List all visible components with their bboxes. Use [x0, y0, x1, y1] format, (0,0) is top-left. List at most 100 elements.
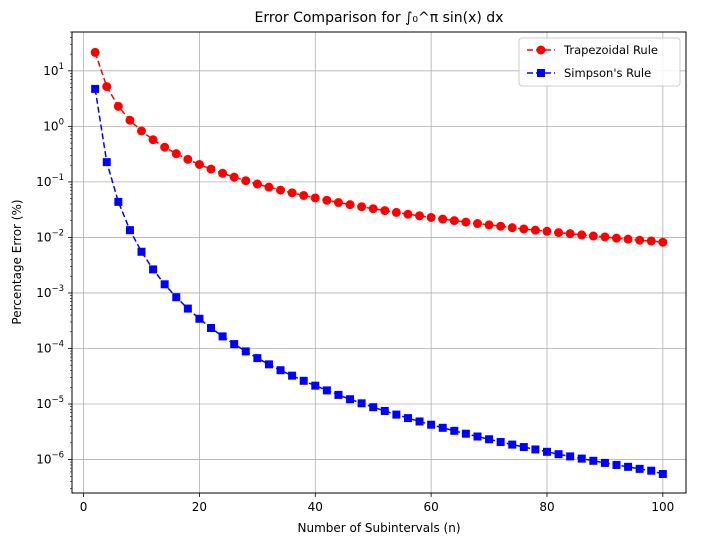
data-point-trapezoidal [426, 212, 436, 222]
data-point-simpson [253, 354, 262, 363]
data-point-simpson [392, 410, 401, 419]
data-point-simpson [114, 197, 123, 206]
data-point-trapezoidal [484, 220, 494, 230]
data-point-simpson [415, 417, 424, 426]
data-point-trapezoidal [507, 223, 517, 233]
data-point-trapezoidal [194, 159, 204, 169]
x-tick-label: 20 [192, 500, 207, 514]
data-point-trapezoidal [472, 219, 482, 229]
data-point-simpson [195, 314, 204, 323]
data-point-simpson [346, 395, 355, 404]
data-point-trapezoidal [611, 233, 621, 243]
data-point-simpson [91, 84, 100, 93]
data-point-trapezoidal [519, 224, 529, 234]
data-point-simpson [102, 158, 111, 167]
data-point-trapezoidal [415, 211, 425, 221]
legend-marker-trapezoidal [536, 45, 546, 55]
x-tick-label: 40 [308, 500, 323, 514]
x-tick-label: 100 [651, 500, 674, 514]
data-point-simpson [288, 371, 297, 380]
y-tick-label: 10−1 [36, 173, 64, 189]
data-point-trapezoidal [310, 193, 320, 203]
data-point-trapezoidal [461, 217, 471, 227]
data-point-trapezoidal [102, 82, 112, 92]
y-tick-label: 10−6 [36, 451, 64, 467]
data-point-simpson [485, 435, 494, 444]
data-point-trapezoidal [333, 198, 343, 208]
data-point-simpson [357, 399, 366, 408]
data-point-trapezoidal [357, 202, 367, 212]
data-point-simpson [334, 390, 343, 399]
data-point-trapezoidal [160, 142, 170, 152]
data-point-trapezoidal [368, 204, 378, 214]
data-point-simpson [542, 447, 551, 456]
data-point-trapezoidal [565, 229, 575, 239]
y-tick-label: 10−4 [36, 339, 64, 355]
data-point-simpson [183, 304, 192, 313]
legend-box [518, 37, 681, 87]
data-point-simpson [531, 445, 540, 454]
data-point-trapezoidal [183, 154, 193, 164]
data-point-simpson [160, 280, 169, 289]
data-point-trapezoidal [229, 172, 239, 182]
data-point-trapezoidal [635, 235, 645, 245]
data-point-simpson [299, 376, 308, 385]
data-point-simpson [589, 456, 598, 465]
data-point-simpson [519, 443, 528, 452]
data-point-trapezoidal [125, 115, 135, 125]
data-point-trapezoidal [148, 135, 158, 145]
data-point-trapezoidal [276, 185, 286, 195]
data-point-trapezoidal [299, 190, 309, 200]
data-point-trapezoidal [600, 232, 610, 242]
data-point-simpson [624, 462, 633, 471]
data-point-trapezoidal [322, 195, 332, 205]
data-point-simpson [450, 426, 459, 435]
legend-label-simpson: Simpson's Rule [564, 66, 651, 80]
data-point-simpson [369, 403, 378, 412]
data-point-trapezoidal [252, 179, 262, 189]
data-point-simpson [438, 423, 447, 432]
data-point-simpson [380, 406, 389, 415]
data-point-simpson [276, 366, 285, 375]
data-point-trapezoidal [577, 230, 587, 240]
data-point-trapezoidal [287, 188, 297, 198]
data-point-trapezoidal [542, 226, 552, 236]
data-point-simpson [230, 340, 239, 349]
data-point-simpson [137, 247, 146, 256]
ticks: 0 20 40 60 80 100 10−6 10−5 10−4 10−3 10−2 10−1 100 1… [36, 31, 674, 514]
data-point-simpson [496, 438, 505, 447]
data-point-simpson [125, 226, 134, 235]
data-point-trapezoidal [623, 234, 633, 244]
chart-title: Error Comparison for ∫₀^π sin(x) dx [255, 10, 504, 26]
legend-label-trapezoidal: Trapezoidal Rule [563, 43, 658, 57]
data-point-trapezoidal [171, 149, 181, 159]
data-point-simpson [508, 440, 517, 449]
y-axis-label: Percentage Error (%) [10, 199, 24, 324]
data-point-simpson [322, 386, 331, 395]
data-point-trapezoidal [530, 225, 540, 235]
series-layer [90, 47, 668, 478]
data-point-simpson [207, 323, 216, 332]
y-tick-label: 10−2 [36, 228, 64, 244]
data-point-trapezoidal [449, 216, 459, 226]
data-point-trapezoidal [137, 126, 147, 136]
data-point-simpson [218, 332, 227, 341]
data-point-trapezoidal [403, 209, 413, 219]
data-point-trapezoidal [264, 182, 274, 192]
data-point-simpson [172, 293, 181, 302]
data-point-simpson [577, 454, 586, 463]
data-point-trapezoidal [380, 206, 390, 216]
data-point-trapezoidal [588, 231, 598, 241]
data-point-simpson [658, 469, 667, 478]
data-point-simpson [149, 265, 158, 274]
data-point-simpson [241, 347, 250, 356]
x-tick-label: 0 [80, 500, 88, 514]
data-point-trapezoidal [554, 228, 564, 238]
data-point-simpson [612, 460, 621, 469]
data-point-simpson [311, 381, 320, 390]
data-point-trapezoidal [438, 214, 448, 224]
y-tick-label: 10−5 [36, 395, 64, 411]
data-point-trapezoidal [345, 200, 355, 210]
plot-frame [71, 31, 687, 494]
